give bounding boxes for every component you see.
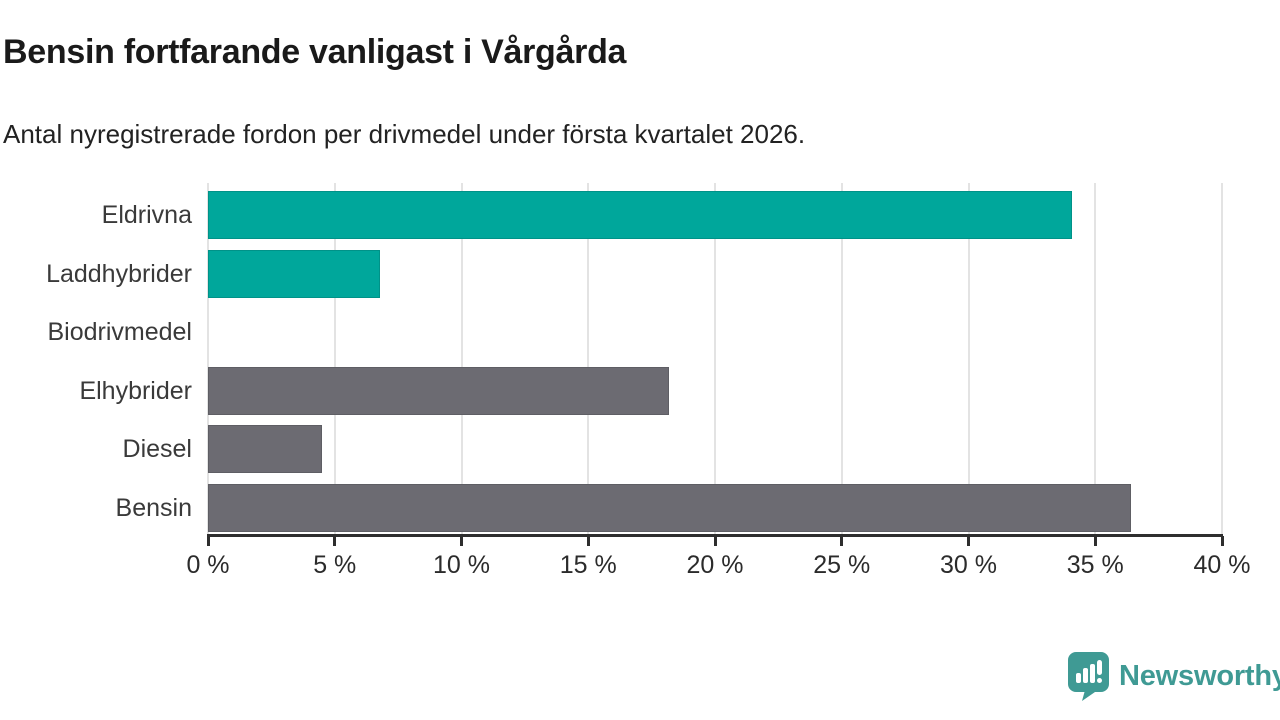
y-axis-label-biodrivmedel: Biodrivmedel bbox=[47, 318, 192, 346]
bar-elhybrider bbox=[208, 366, 670, 415]
x-axis-tick-label: 35 % bbox=[1066, 551, 1124, 579]
y-axis-label-elhybrider: Elhybrider bbox=[79, 376, 192, 405]
y-axis-label-eldrivna: Eldrivna bbox=[101, 201, 192, 229]
bar-diesel bbox=[208, 425, 323, 473]
bar-bensin bbox=[208, 483, 1131, 532]
x-axis-tick bbox=[206, 536, 210, 546]
x-axis-tick-label: 5 % bbox=[313, 551, 357, 579]
x-axis-tick-label: 20 % bbox=[686, 551, 744, 579]
newsworthy-wordmark: Newsworthy bbox=[1119, 660, 1280, 692]
bar-laddhybrider bbox=[208, 249, 381, 298]
bar-chart-plot-area: 0 % 5 % 10 % 15 % 20 % 25 % 30 % 35 % 40 % bbox=[186, 183, 1250, 579]
chart-title: Bensin fortfarande vanligast i Vårgårda bbox=[3, 33, 627, 71]
newsworthy-logo-icon bbox=[1068, 652, 1109, 701]
x-axis-tick-label: 0 % bbox=[186, 551, 230, 579]
gridline bbox=[333, 183, 336, 534]
x-axis-tick bbox=[840, 536, 844, 546]
gridline bbox=[714, 183, 716, 534]
x-axis-tick bbox=[967, 536, 970, 546]
gridline bbox=[587, 183, 590, 534]
x-axis-tick-label: 10 % bbox=[433, 551, 490, 579]
chart-subtitle: Antal nyregistrerade fordon per drivmede… bbox=[3, 119, 806, 149]
x-axis-tick-label: 25 % bbox=[813, 551, 871, 579]
x-axis-line bbox=[207, 534, 1223, 537]
y-axis-label-diesel: Diesel bbox=[122, 435, 192, 463]
x-axis-tick bbox=[460, 536, 463, 546]
gridline bbox=[460, 183, 463, 534]
gridline bbox=[1094, 183, 1097, 534]
x-axis-tick-label: 40 % bbox=[1193, 551, 1251, 579]
gridline bbox=[967, 183, 970, 534]
x-axis-tick-label: 15 % bbox=[559, 551, 617, 579]
x-axis-tick bbox=[1220, 536, 1224, 546]
y-axis-label-bensin: Bensin bbox=[115, 493, 192, 522]
x-axis-tick bbox=[586, 536, 590, 546]
newsworthy-logo: Newsworthy bbox=[1068, 652, 1280, 701]
x-axis-tick bbox=[1093, 536, 1097, 546]
x-axis-tick bbox=[333, 536, 337, 546]
x-axis-tick-label: 30 % bbox=[940, 551, 997, 579]
x-axis-tick bbox=[713, 536, 717, 546]
y-axis-labels: Eldrivna Laddhybrider Biodrivmedel Elhybrid… bbox=[0, 183, 192, 534]
y-axis-label-laddhybrider: Laddhybrider bbox=[46, 259, 192, 288]
gridline bbox=[840, 183, 843, 534]
gridline bbox=[1221, 183, 1223, 534]
gridline bbox=[207, 183, 209, 534]
bar-eldrivna bbox=[208, 191, 1073, 239]
